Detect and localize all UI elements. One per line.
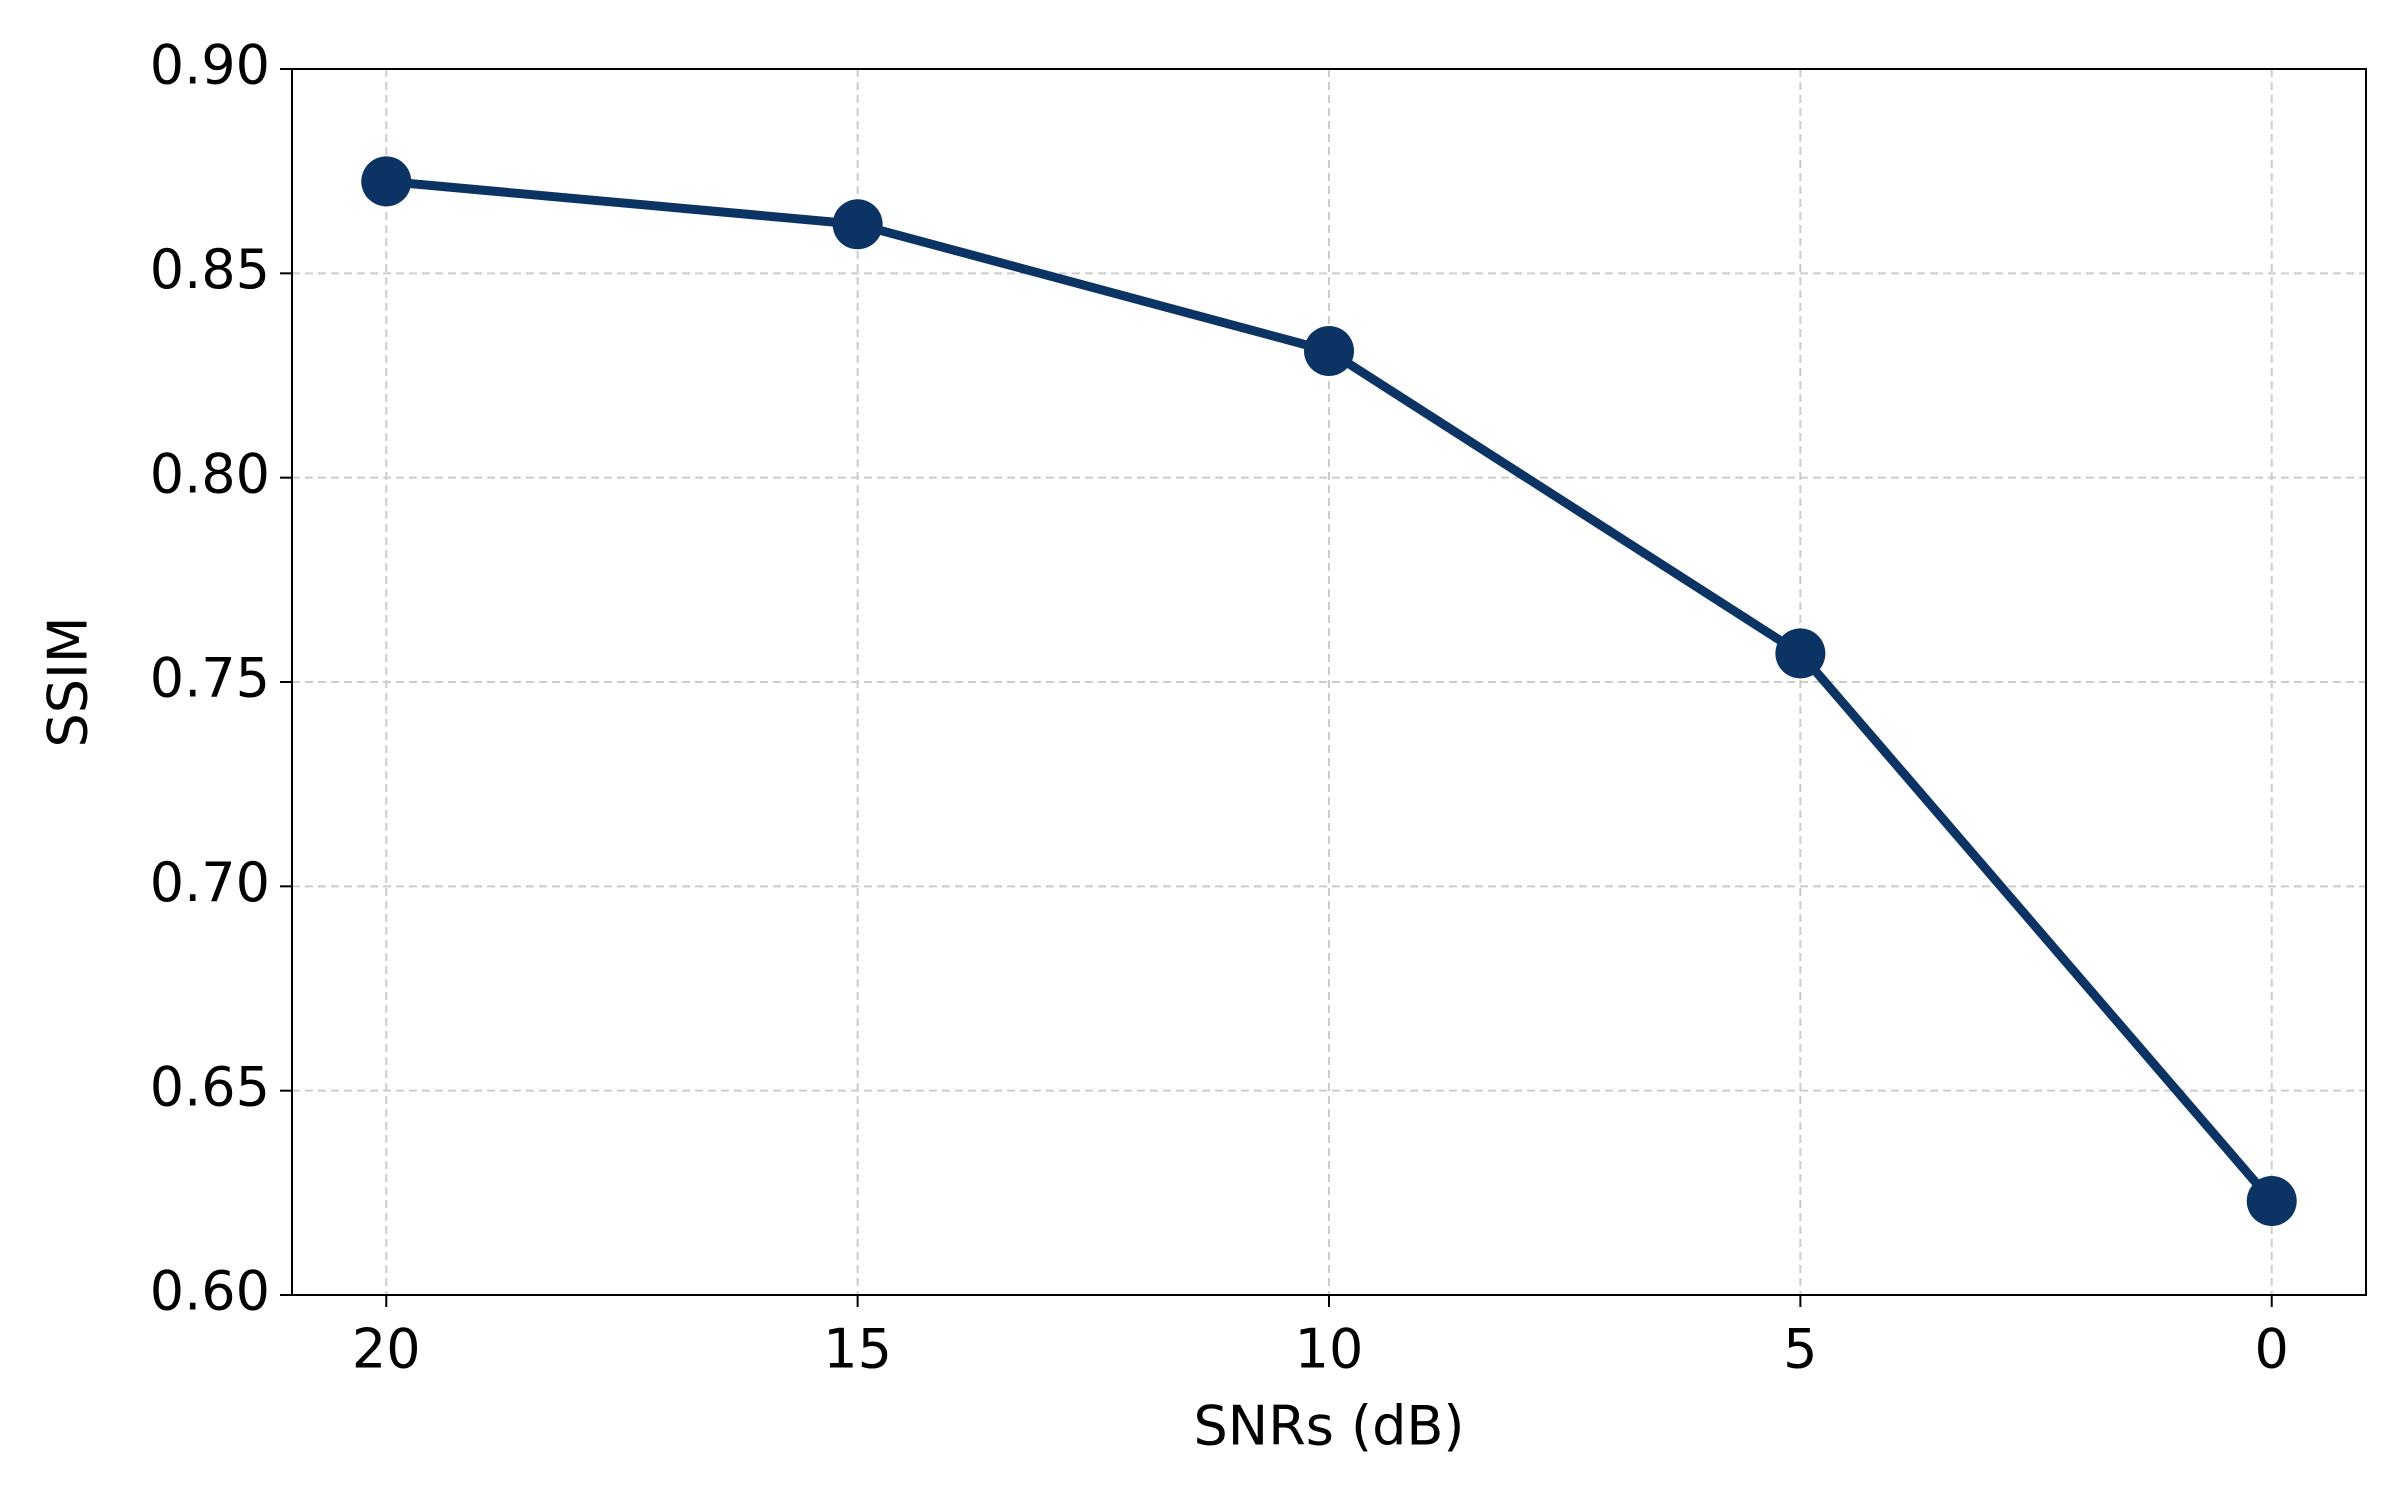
y-tick-label: 0.70 xyxy=(150,851,270,914)
x-tick-label: 20 xyxy=(352,1318,421,1381)
x-axis-label: SNRs (dB) xyxy=(1194,1395,1465,1458)
y-tick-label: 0.90 xyxy=(150,34,270,97)
marker xyxy=(1304,325,1354,376)
y-tick-label: 0.75 xyxy=(150,647,270,710)
marker xyxy=(1775,628,1826,679)
y-tick-label: 0.85 xyxy=(150,238,270,301)
marker xyxy=(2246,1176,2297,1227)
y-tick-label: 0.60 xyxy=(150,1260,270,1323)
y-tick-label: 0.80 xyxy=(150,442,270,505)
marker xyxy=(361,156,412,207)
y-axis-label: SSIM xyxy=(37,616,100,747)
x-tick-label: 10 xyxy=(1295,1318,1364,1381)
y-tick-label: 0.65 xyxy=(150,1055,270,1118)
marker xyxy=(832,199,883,250)
x-tick-label: 5 xyxy=(1783,1318,1817,1381)
x-tick-label: 15 xyxy=(823,1318,892,1381)
plot-frame xyxy=(291,68,2367,1296)
x-tick-label: 0 xyxy=(2255,1318,2289,1381)
